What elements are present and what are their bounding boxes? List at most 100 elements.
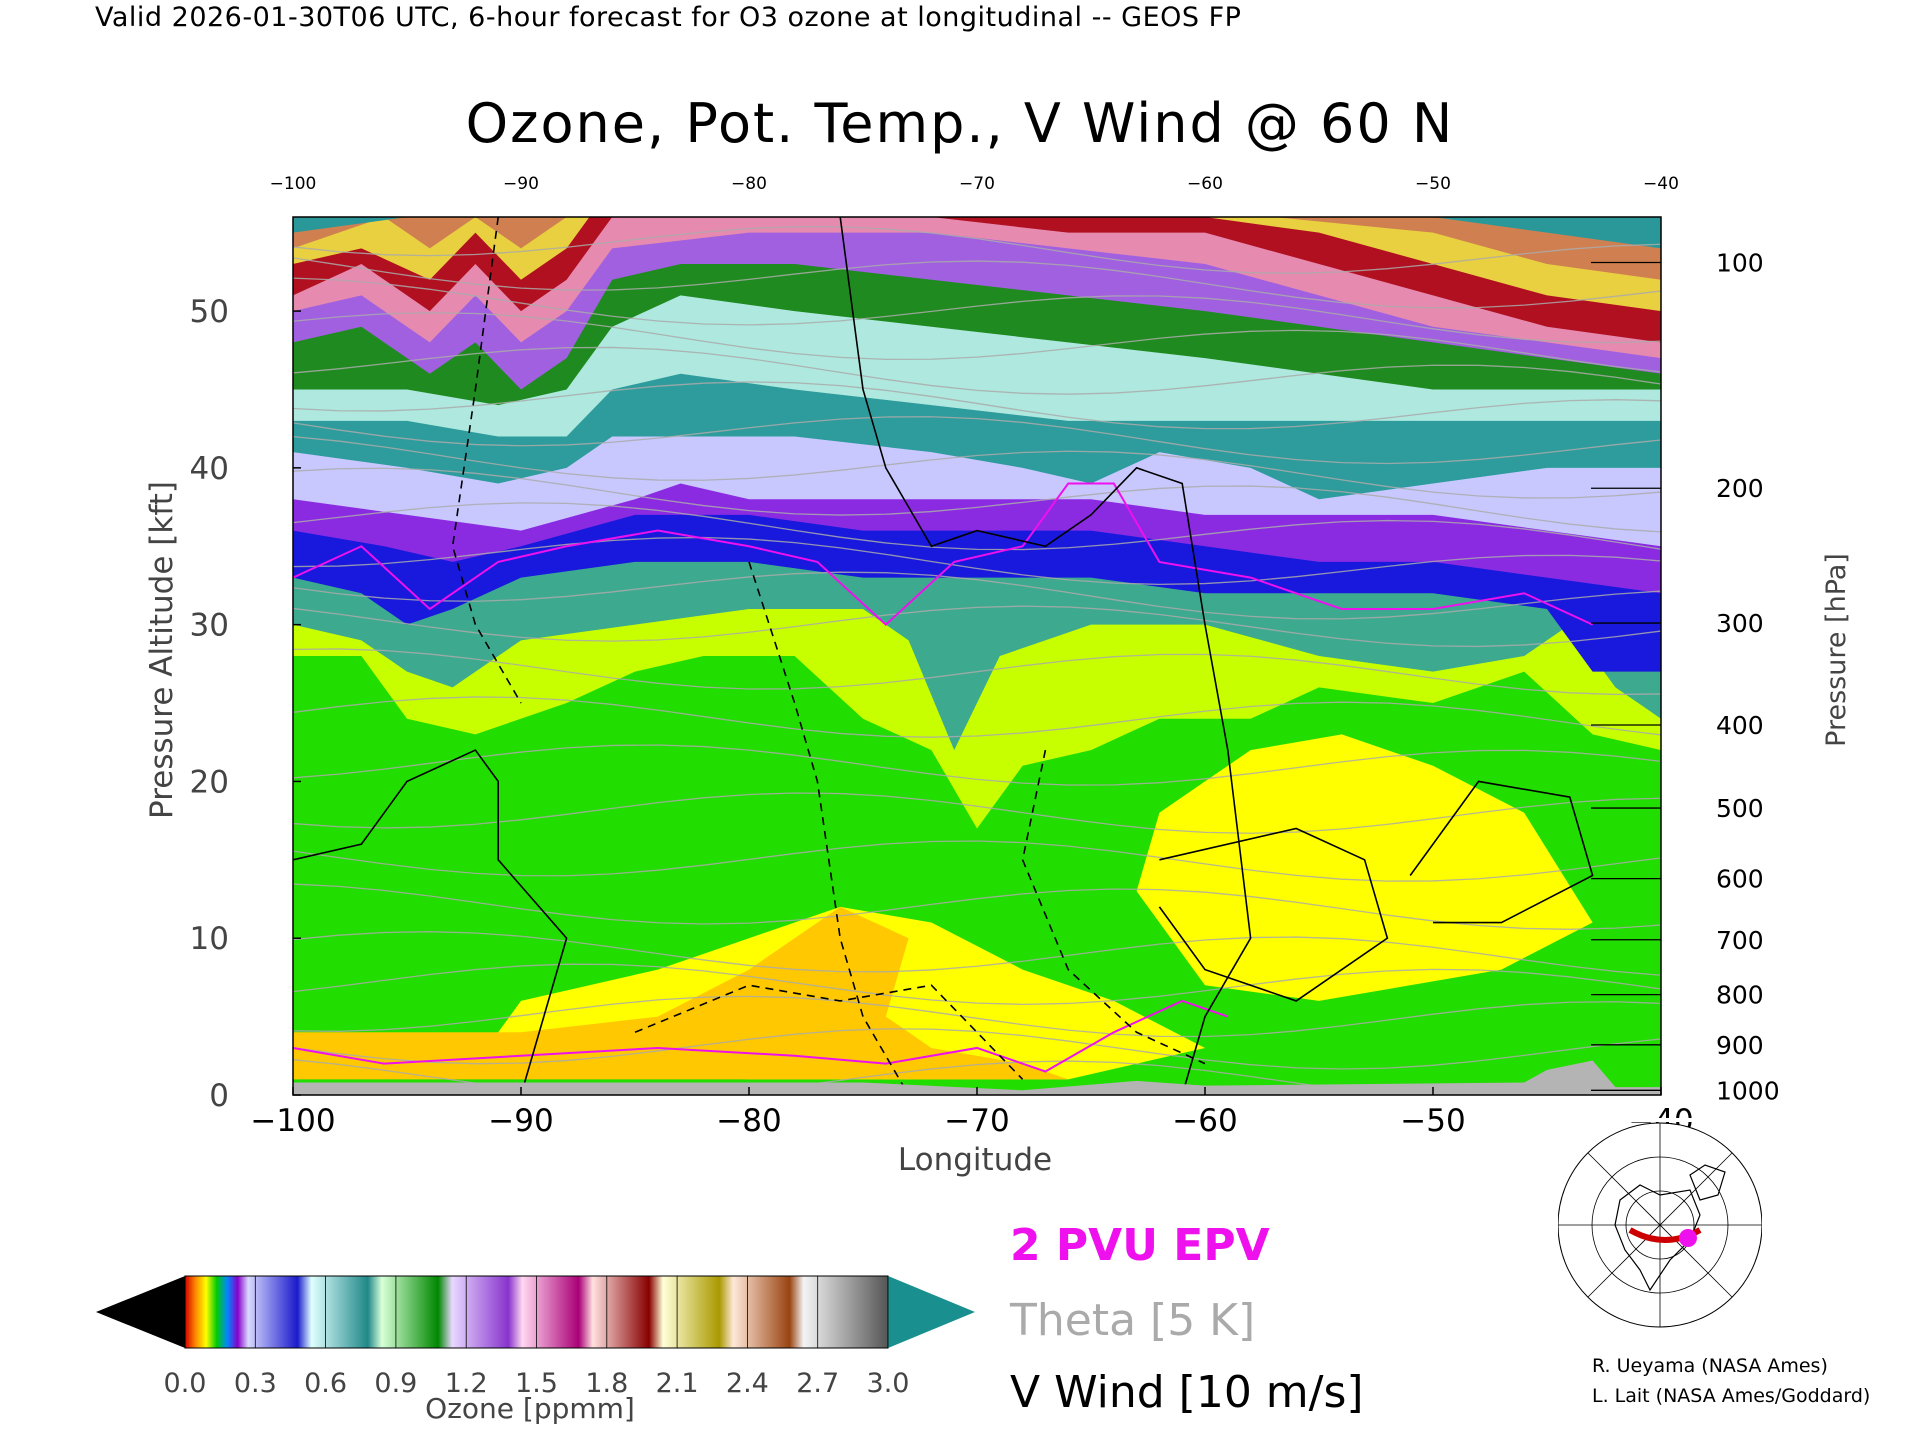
epv-contour <box>293 482 1594 626</box>
theta-contour <box>293 571 1661 620</box>
colorbar-tick-label: 2.1 <box>656 1368 699 1399</box>
colorbar-tick-label: 1.8 <box>585 1368 628 1399</box>
x-axis: −100 −90 −80 −70 −60 −50 −40 <box>250 1087 1694 1139</box>
vwind-contour <box>1158 827 1389 1002</box>
pressure-axis-label: Pressure [hPa] <box>1821 553 1852 747</box>
colorbar-tick-label: 0.6 <box>304 1368 347 1399</box>
y-tick-label: 20 <box>190 764 229 800</box>
theta-contour <box>293 1028 1661 1070</box>
pressure-tick-label: 500 <box>1716 794 1764 823</box>
theta-contour <box>293 696 1661 738</box>
x-top-tick-label: −70 <box>959 174 995 194</box>
pressure-tick-label: 300 <box>1716 609 1764 638</box>
vwind-contour <box>748 561 910 1095</box>
theta-contour <box>293 502 1661 551</box>
theta-contour <box>293 225 1661 274</box>
x-top-tick-label: −100 <box>270 174 317 194</box>
theta-contour <box>293 257 1661 309</box>
y-tick-label: 40 <box>190 451 229 487</box>
vwind-contour <box>1021 749 1206 1065</box>
locator-map <box>1554 1118 1766 1332</box>
vwind-contour <box>293 749 568 1095</box>
pressure-tick-label: 100 <box>1716 248 1764 277</box>
pressure-tick-label: 600 <box>1716 865 1764 894</box>
colorbar-tick-label: 2.7 <box>796 1368 839 1399</box>
y-axis: 0 10 20 30 40 50 <box>190 294 301 1114</box>
epv-contour <box>293 999 1229 1073</box>
x-top-tick-label: −60 <box>1187 174 1223 194</box>
colorbar: 0.0 0.3 0.6 0.9 1.2 1.5 1.8 2.1 2.4 2.7 3.0 <box>96 1275 975 1399</box>
theta-contour <box>293 744 1661 786</box>
theta-contour <box>293 931 1661 976</box>
map-coastline <box>1689 1164 1726 1201</box>
pressure-tick-label: 400 <box>1716 711 1764 740</box>
colorbar-tick-label: 3.0 <box>867 1368 910 1399</box>
theta-contour <box>293 467 1661 533</box>
map-meridian <box>1587 1152 1733 1298</box>
x-top-tick-label: −90 <box>503 174 539 194</box>
y-tick-label: 50 <box>190 294 229 330</box>
terrain-mask <box>293 1060 1661 1095</box>
pressure-tick-label: 200 <box>1716 474 1764 503</box>
colorbar-low-triangle <box>96 1276 185 1348</box>
x-top-tick-label: −40 <box>1643 174 1679 194</box>
x-axis-top: −100 −90 −80 −70 −60 −50 −40 <box>270 174 1679 194</box>
pressure-tick-label: 800 <box>1716 981 1764 1010</box>
x-tick-label: −100 <box>250 1103 335 1139</box>
legend-theta: Theta [5 K] <box>1010 1295 1256 1346</box>
vwind-contour <box>839 217 1252 1095</box>
chart-title: Ozone, Pot. Temp., V Wind @ 60 N <box>465 92 1455 155</box>
theta-contour <box>293 435 1661 499</box>
theta-contour <box>293 312 1661 373</box>
colorbar-tick-label: 2.4 <box>726 1368 769 1399</box>
ozone-plot-area <box>293 217 1661 1095</box>
colorbar-label: Ozone [ppmm] <box>425 1392 635 1425</box>
legend-epv: 2 PVU EPV <box>1010 1220 1270 1271</box>
theta-contour <box>293 381 1661 430</box>
theta-contour <box>293 605 1661 648</box>
theta-contour <box>293 416 1661 465</box>
theta-contour <box>293 963 1661 1005</box>
colorbar-tick-label: 0.3 <box>234 1368 277 1399</box>
colorbar-high-triangle <box>888 1276 975 1348</box>
x-tick-label: −50 <box>1400 1103 1465 1139</box>
theta-contour <box>293 883 1661 930</box>
pressure-tick-label: 700 <box>1716 926 1764 955</box>
theta-contour <box>293 536 1661 586</box>
pressure-axis: 100 200 300 400 500 600 700 800 900 1000 <box>1591 248 1780 1105</box>
ozone-band <box>293 217 1661 343</box>
colorbar-ticks: 0.0 0.3 0.6 0.9 1.2 1.5 1.8 2.1 2.4 2.7 3.0 <box>164 1276 910 1399</box>
forecast-header: Valid 2026-01-30T06 UTC, 6-hour forecast… <box>95 2 1242 33</box>
y-tick-label: 30 <box>190 608 229 644</box>
colorbar-tick-label: 0.9 <box>374 1368 417 1399</box>
vwind-contours <box>293 217 1594 1095</box>
legend-vwind: V Wind [10 m/s] <box>1010 1367 1364 1418</box>
x-tick-label: −70 <box>944 1103 1009 1139</box>
epv-contours <box>293 482 1594 1073</box>
theta-contour <box>293 277 1661 344</box>
credit-line: R. Ueyama (NASA Ames) <box>1592 1355 1828 1377</box>
ozone-band <box>293 217 1661 249</box>
map-coastline <box>1614 1184 1701 1292</box>
x-tick-label: −80 <box>716 1103 781 1139</box>
theta-contour <box>293 995 1661 1038</box>
vwind-contour <box>451 217 522 704</box>
pressure-tick-label: 1000 <box>1716 1076 1780 1105</box>
credit-line: L. Lait (NASA Ames/Goddard) <box>1592 1385 1871 1407</box>
vwind-contour <box>634 984 1024 1080</box>
x-top-tick-label: −50 <box>1415 174 1451 194</box>
map-location-marker <box>1679 1229 1697 1247</box>
theta-contours <box>293 225 1661 1093</box>
pressure-tick-label: 900 <box>1716 1031 1764 1060</box>
theta-contour <box>293 840 1661 882</box>
x-tick-label: −60 <box>1172 1103 1237 1139</box>
colorbar-tick-label: 1.2 <box>445 1368 488 1399</box>
colorbar-tick-label: 1.5 <box>515 1368 558 1399</box>
terrain-polygon <box>293 1060 1661 1095</box>
vwind-contour <box>1409 780 1594 924</box>
x-tick-label: −90 <box>488 1103 553 1139</box>
theta-contour <box>293 346 1661 395</box>
y-axis-label: Pressure Altitude [kft] <box>144 481 180 819</box>
y-tick-label: 10 <box>190 921 229 957</box>
